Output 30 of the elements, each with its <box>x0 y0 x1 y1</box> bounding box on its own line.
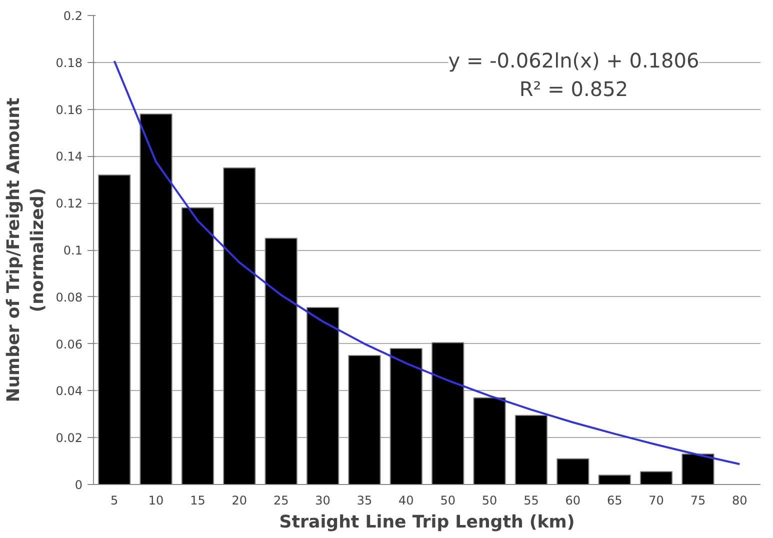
x-tick-label: 75 <box>690 494 706 508</box>
x-tick-label: 15 <box>190 494 206 508</box>
x-tick-label: 70 <box>648 494 664 508</box>
x-tick-label: 5 <box>110 494 118 508</box>
x-tick-label: 80 <box>732 494 748 508</box>
y-tick-label: 0.16 <box>56 102 82 117</box>
x-tick-label: 60 <box>565 494 581 508</box>
y-tick-label: 0.06 <box>56 337 82 352</box>
x-tick-label: 25 <box>273 494 289 508</box>
x-tick-label: 50 <box>482 494 498 508</box>
annotation: y = -0.062ln(x) + 0.1806 R² = 0.852 <box>448 48 700 102</box>
x-tick-label: 50 <box>440 494 456 508</box>
y-tick-label: 0.1 <box>63 244 83 258</box>
y-tick-label: 0.18 <box>56 56 82 70</box>
x-tick-label: 65 <box>606 494 622 508</box>
y-tick-label: 0.14 <box>56 150 82 164</box>
x-tick-label: 10 <box>148 494 164 508</box>
y-tick-label: 0.02 <box>56 431 82 446</box>
y-axis-title: Number of Trip/Freight Amount (normalized) <box>4 98 48 402</box>
x-tick-label: 55 <box>524 494 539 508</box>
x-tick-label: 20 <box>232 494 248 508</box>
x-axis-title: Straight Line Trip Length (km) <box>279 512 575 532</box>
x-tick-label: 35 <box>356 494 372 508</box>
y-tick-label: 0.12 <box>56 196 82 211</box>
y-tick-label: 0.08 <box>56 290 82 304</box>
x-tick-label: 30 <box>315 494 330 508</box>
y-tick-label: 0 <box>74 478 83 492</box>
y-tick-label: 0.2 <box>63 9 83 23</box>
x-tick-label: 40 <box>398 494 414 508</box>
y-tick-label: 0.04 <box>56 384 82 398</box>
